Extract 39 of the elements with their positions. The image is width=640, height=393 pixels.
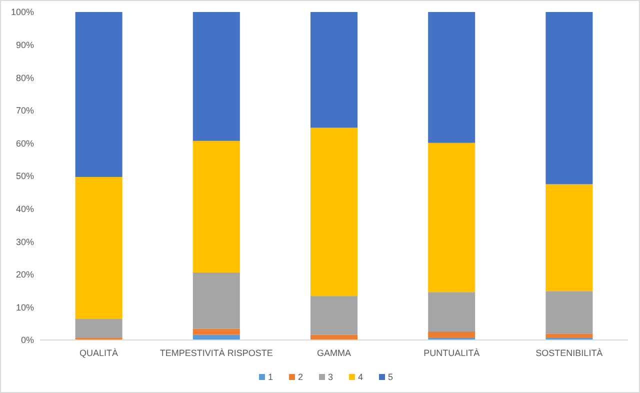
bar bbox=[192, 140, 240, 272]
legend-label: 1 bbox=[268, 372, 274, 382]
bar bbox=[75, 12, 122, 177]
bar bbox=[428, 142, 476, 292]
y-tick-label: 100% bbox=[10, 7, 34, 18]
bar bbox=[310, 128, 358, 296]
y-tick-label: 40% bbox=[16, 204, 34, 214]
y-tick-label: 80% bbox=[16, 72, 34, 83]
bar bbox=[75, 176, 122, 320]
bar bbox=[310, 12, 358, 128]
y-tick-label: 50% bbox=[16, 171, 34, 182]
bar bbox=[428, 292, 476, 332]
bar bbox=[428, 12, 476, 143]
x-tick-label: SOSTENIBILITÀ bbox=[536, 348, 603, 358]
x-tick-label: GAMMA bbox=[316, 348, 352, 358]
bar bbox=[192, 12, 240, 141]
bar bbox=[192, 272, 240, 329]
bar bbox=[546, 184, 593, 292]
y-tick-label: 60% bbox=[16, 138, 34, 148]
bar bbox=[192, 328, 240, 335]
y-tick-label: 10% bbox=[16, 302, 34, 312]
legend-label: 2 bbox=[298, 372, 304, 382]
y-tick-label: 20% bbox=[16, 270, 34, 280]
x-tick-label: PUNTUALITÀ bbox=[424, 348, 480, 358]
bar bbox=[546, 334, 593, 338]
y-tick-label: 30% bbox=[16, 236, 34, 247]
bar bbox=[546, 12, 593, 184]
legend-label: 5 bbox=[388, 372, 394, 382]
legend-label: 4 bbox=[358, 372, 364, 382]
legend-label: 3 bbox=[328, 372, 334, 382]
bar bbox=[546, 291, 593, 334]
bar bbox=[310, 296, 358, 335]
y-tick-label: 70% bbox=[16, 106, 34, 116]
bar bbox=[75, 319, 122, 338]
bar bbox=[428, 331, 476, 338]
y-tick-label: 90% bbox=[16, 40, 34, 50]
y-tick-label: 0% bbox=[20, 335, 34, 346]
x-tick-label: QUALITÀ bbox=[80, 348, 118, 358]
x-tick-label: TEMPESTIVITÀ RISPOSTE bbox=[160, 348, 273, 358]
